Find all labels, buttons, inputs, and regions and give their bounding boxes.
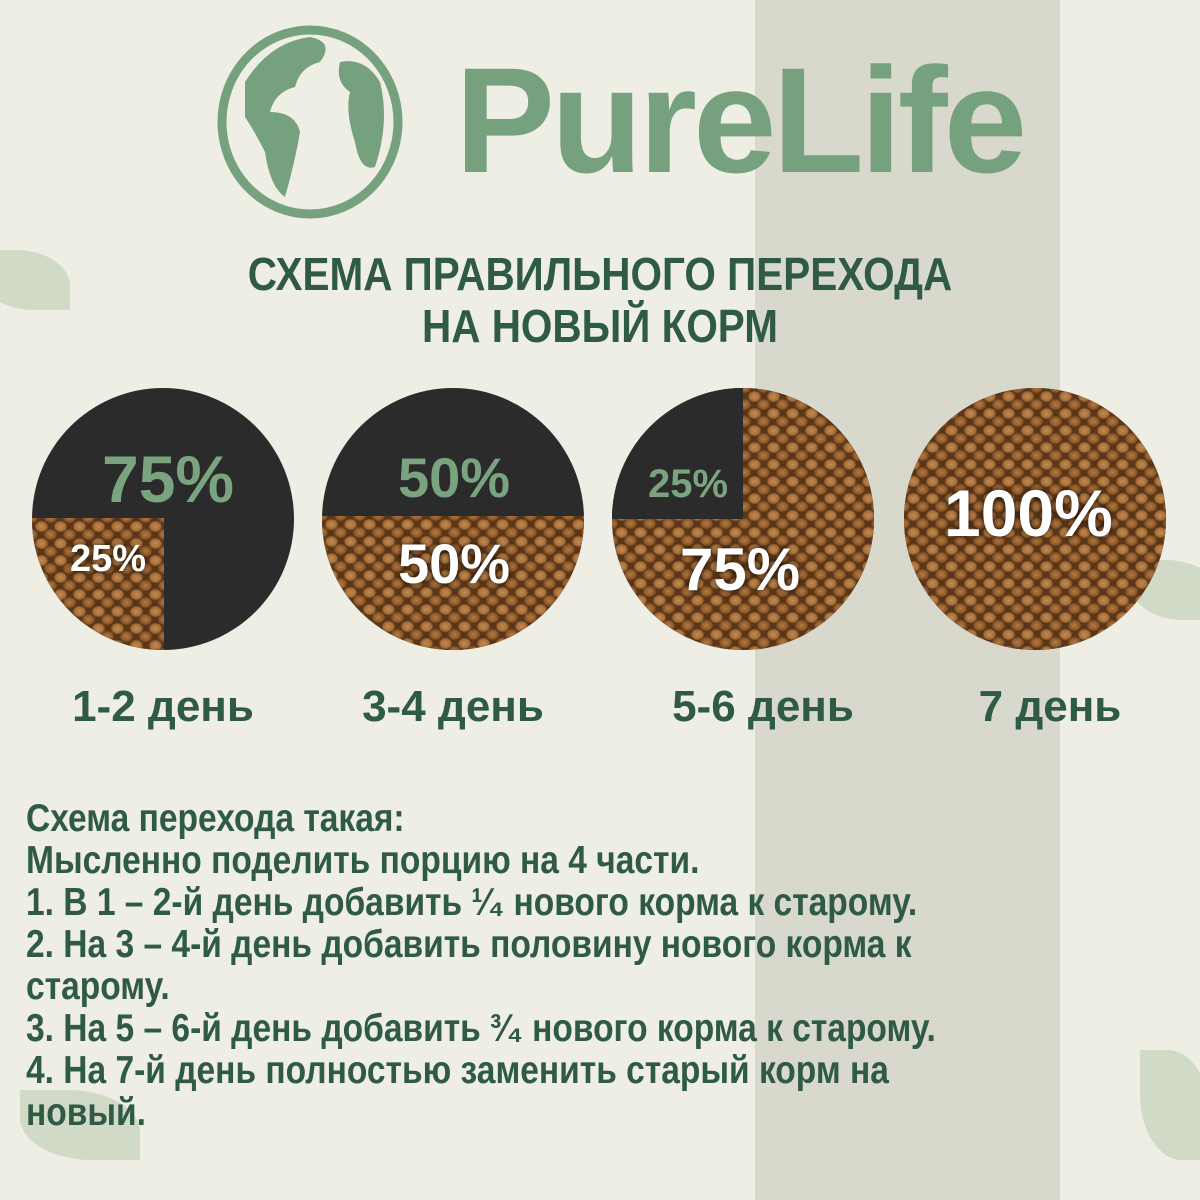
new-food-percent: 25% <box>70 538 147 580</box>
new-food-portion <box>322 516 584 650</box>
instruction-line: 4. На 7-й день полностью заменить старый… <box>26 1049 889 1092</box>
stage-circle-1: 75% 25% <box>32 388 294 650</box>
old-food-percent: 75% <box>102 442 235 516</box>
stage-circle-4: 100% <box>904 388 1166 650</box>
day-label: 5-6 день <box>672 682 854 731</box>
instruction-line: старому. <box>26 965 170 1008</box>
old-food-portion <box>612 388 743 519</box>
old-food-percent: 50% <box>398 446 511 509</box>
instruction-line: 1. В 1 – 2-й день добавить ¹⁄₄ нового ко… <box>26 881 918 924</box>
stage-circle-2: 50% 50% <box>322 388 584 650</box>
title-line: НА НОВЫЙ КОРМ <box>421 300 779 352</box>
new-food-percent: 100% <box>944 476 1113 550</box>
brand-name: PureLife <box>455 36 1027 204</box>
title-line: СХЕМА ПРАВИЛЬНОГО ПЕРЕХОДА <box>247 248 953 300</box>
day-label: 3-4 день <box>362 682 544 731</box>
new-food-portion <box>32 518 164 650</box>
old-food-percent: 25% <box>648 462 729 506</box>
new-food-portion <box>612 388 874 650</box>
instruction-line: Схема перехода такая: <box>26 797 405 840</box>
instruction-line: Мысленно поделить порцию на 4 части. <box>26 839 700 882</box>
stage-circle-3: 25% 75% <box>612 388 874 650</box>
globe-icon <box>217 25 403 219</box>
new-food-percent: 50% <box>398 532 511 595</box>
new-food-portion <box>904 388 1166 650</box>
page-title: СХЕМА ПРАВИЛЬНОГО ПЕРЕХОДА НА НОВЫЙ КОРМ <box>72 248 1128 352</box>
instruction-line: 2. На 3 – 4-й день добавить половину нов… <box>26 923 912 966</box>
brand-logo: PureLife <box>215 22 1035 222</box>
day-label: 1-2 день <box>72 682 254 731</box>
instruction-line: новый. <box>26 1091 146 1134</box>
instructions: Схема перехода такая: Мысленно поделить … <box>26 798 936 1134</box>
leaf-decoration <box>0 250 70 310</box>
instruction-line: 3. На 5 – 6-й день добавить ³⁄₄ нового к… <box>26 1007 936 1050</box>
new-food-percent: 75% <box>680 536 801 603</box>
day-label: 7 день <box>978 682 1122 731</box>
leaf-decoration <box>1140 1050 1200 1160</box>
